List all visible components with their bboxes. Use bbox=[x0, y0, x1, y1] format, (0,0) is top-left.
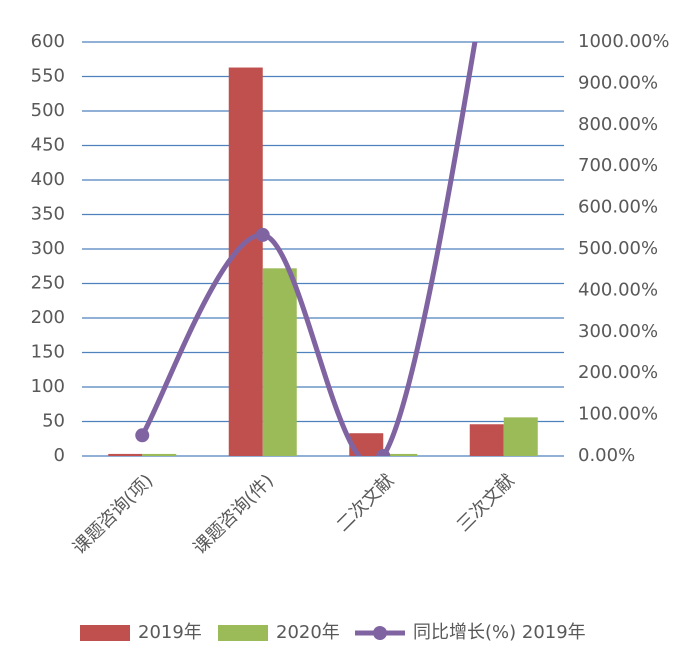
y-tick-label: 350 bbox=[31, 204, 65, 225]
x-tick-label: 课题咨询(件) bbox=[189, 470, 277, 558]
y-tick-label: 150 bbox=[31, 342, 65, 363]
legend-swatch bbox=[218, 625, 268, 641]
y2-tick-label: 900.00% bbox=[578, 72, 658, 93]
y2-tick-label: 500.00% bbox=[578, 238, 658, 259]
legend-marker bbox=[373, 626, 387, 640]
y2-tick-label: 0.00% bbox=[578, 445, 635, 466]
y-tick-label: 100 bbox=[31, 376, 65, 397]
plot-area bbox=[135, 42, 478, 456]
x-tick-label: 课题咨询(项) bbox=[69, 470, 157, 558]
y2-tick-label: 600.00% bbox=[578, 197, 658, 218]
y-tick-label: 250 bbox=[31, 273, 65, 294]
y2-tick-label: 800.00% bbox=[578, 114, 658, 135]
y2-tick-label: 1000.00% bbox=[578, 31, 670, 52]
y2-tick-label: 300.00% bbox=[578, 321, 658, 342]
legend-label: 2020年 bbox=[276, 622, 340, 643]
y-tick-label: 600 bbox=[31, 31, 65, 52]
bar bbox=[262, 268, 297, 456]
line-marker bbox=[135, 428, 150, 443]
y-tick-label: 450 bbox=[31, 135, 65, 156]
y-tick-label: 300 bbox=[31, 238, 65, 259]
y2-tick-label: 100.00% bbox=[578, 404, 658, 425]
line-marker bbox=[255, 227, 270, 242]
bar bbox=[142, 453, 177, 456]
legend-swatch bbox=[80, 625, 130, 641]
x-tick-label: 三次文献 bbox=[453, 470, 519, 536]
line-marker bbox=[376, 449, 391, 456]
y-tick-label: 550 bbox=[31, 66, 65, 87]
y2-tick-label: 700.00% bbox=[578, 155, 658, 176]
y-tick-label: 200 bbox=[31, 307, 65, 328]
bar bbox=[108, 453, 143, 456]
x-tick-label: 二次文献 bbox=[333, 470, 399, 536]
y2-tick-label: 200.00% bbox=[578, 362, 658, 383]
y-tick-label: 500 bbox=[31, 100, 65, 121]
bar bbox=[228, 67, 263, 456]
y2-tick-label: 400.00% bbox=[578, 279, 658, 300]
bar bbox=[383, 453, 418, 456]
y-tick-label: 400 bbox=[31, 169, 65, 190]
bar bbox=[503, 417, 538, 456]
legend-label: 2019年 bbox=[138, 622, 202, 643]
bar bbox=[469, 424, 504, 456]
line bbox=[140, 42, 478, 456]
legend-label: 同比增长(%) 2019年 bbox=[413, 622, 586, 643]
y-tick-label: 50 bbox=[42, 411, 65, 432]
y-tick-label: 0 bbox=[54, 445, 65, 466]
